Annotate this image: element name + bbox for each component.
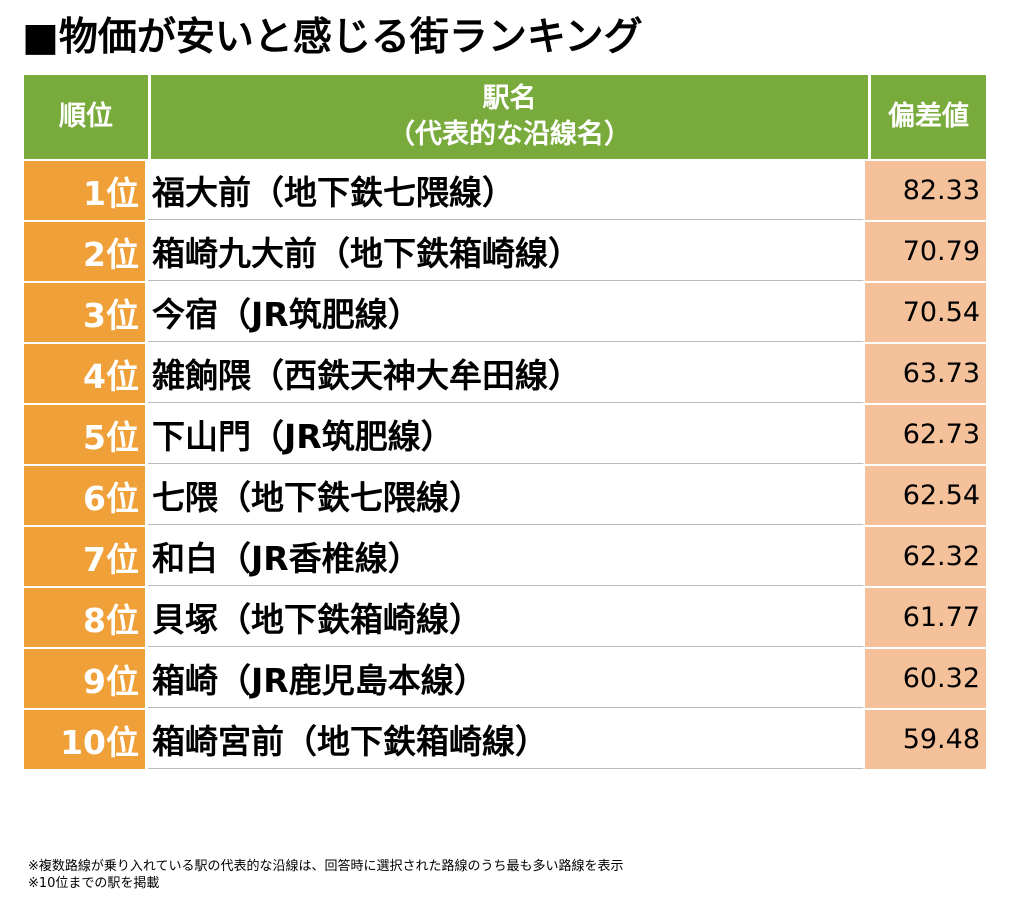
rank-cell: 9位 [24, 649, 148, 708]
score-cell: 62.32 [865, 527, 986, 586]
table-header: 順位 駅名 （代表的な沿線名） 偏差値 [24, 75, 986, 161]
station-cell: 七隈（地下鉄七隈線） [148, 466, 865, 525]
station-cell: 箱崎九大前（地下鉄箱崎線） [148, 222, 865, 281]
rank-cell: 4位 [24, 344, 148, 403]
rank-cell: 1位 [24, 161, 148, 220]
score-cell: 82.33 [865, 161, 986, 220]
station-cell: 和白（JR香椎線） [148, 527, 865, 586]
score-cell: 70.54 [865, 283, 986, 342]
table-row: 4位 雑餉隈（西鉄天神大牟田線） 63.73 [24, 344, 986, 405]
header-station-name: 駅名 [482, 83, 537, 114]
ranking-table: 順位 駅名 （代表的な沿線名） 偏差値 1位 福大前（地下鉄七隈線） 82.33 2位… [24, 75, 986, 771]
footnotes: ※複数路線が乗り入れている駅の代表的な沿線は、回答時に選択された路線のうち最も多… [28, 858, 624, 892]
rank-cell: 8位 [24, 588, 148, 647]
table-row: 7位 和白（JR香椎線） 62.32 [24, 527, 986, 588]
table-row: 5位 下山門（JR筑肥線） 62.73 [24, 405, 986, 466]
score-cell: 63.73 [865, 344, 986, 403]
score-cell: 70.79 [865, 222, 986, 281]
table-row: 1位 福大前（地下鉄七隈線） 82.33 [24, 161, 986, 222]
header-station: 駅名 （代表的な沿線名） [151, 75, 871, 159]
table-row: 10位 箱崎宮前（地下鉄箱崎線） 59.48 [24, 710, 986, 771]
header-station-line: （代表的な沿線名） [388, 119, 631, 150]
table-row: 3位 今宿（JR筑肥線） 70.54 [24, 283, 986, 344]
station-cell: 今宿（JR筑肥線） [148, 283, 865, 342]
rank-cell: 6位 [24, 466, 148, 525]
table-row: 6位 七隈（地下鉄七隈線） 62.54 [24, 466, 986, 527]
table-body: 1位 福大前（地下鉄七隈線） 82.33 2位 箱崎九大前（地下鉄箱崎線） 70.79 3位… [24, 161, 986, 771]
score-cell: 60.32 [865, 649, 986, 708]
rank-cell: 2位 [24, 222, 148, 281]
rank-cell: 7位 [24, 527, 148, 586]
station-cell: 箱崎（JR鹿児島本線） [148, 649, 865, 708]
score-cell: 61.77 [865, 588, 986, 647]
score-cell: 62.73 [865, 405, 986, 464]
score-cell: 59.48 [865, 710, 986, 769]
station-cell: 福大前（地下鉄七隈線） [148, 161, 865, 220]
table-row: 9位 箱崎（JR鹿児島本線） 60.32 [24, 649, 986, 710]
station-cell: 雑餉隈（西鉄天神大牟田線） [148, 344, 865, 403]
station-cell: 下山門（JR筑肥線） [148, 405, 865, 464]
table-row: 2位 箱崎九大前（地下鉄箱崎線） 70.79 [24, 222, 986, 283]
score-cell: 62.54 [865, 466, 986, 525]
footnote: ※10位までの駅を掲載 [28, 876, 160, 891]
table-row: 8位 貝塚（地下鉄箱崎線） 61.77 [24, 588, 986, 649]
station-cell: 貝塚（地下鉄箱崎線） [148, 588, 865, 647]
station-cell: 箱崎宮前（地下鉄箱崎線） [148, 710, 865, 769]
page-title: ■物価が安いと感じる街ランキング [22, 15, 643, 60]
footnote: ※複数路線が乗り入れている駅の代表的な沿線は、回答時に選択された路線のうち最も多… [28, 859, 624, 874]
header-score: 偏差値 [888, 101, 969, 132]
rank-cell: 5位 [24, 405, 148, 464]
rank-cell: 10位 [24, 710, 148, 769]
rank-cell: 3位 [24, 283, 148, 342]
header-rank: 順位 [24, 75, 151, 159]
